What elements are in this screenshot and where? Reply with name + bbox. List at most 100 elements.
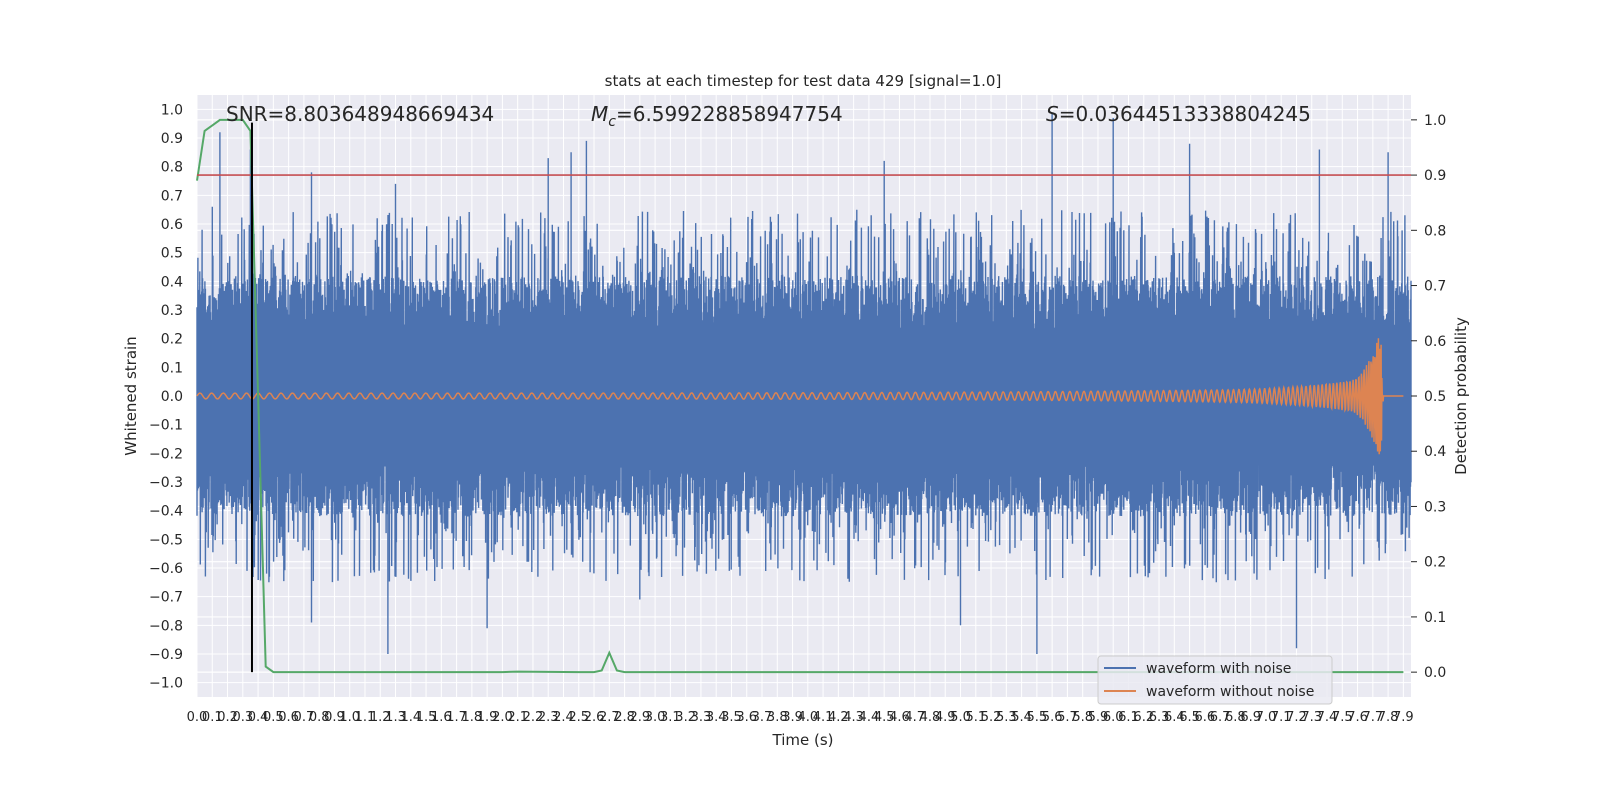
x-tick-label: 0.1 bbox=[202, 710, 223, 725]
x-tick-label: 2.7 bbox=[599, 710, 620, 725]
x-tick-label: 4.8 bbox=[920, 710, 941, 725]
x-tick-label: 0.3 bbox=[232, 710, 253, 725]
y-left-tick-label: 0.6 bbox=[161, 217, 183, 233]
y-right-tick-label: 0.9 bbox=[1424, 168, 1446, 184]
x-tick-label: 0.6 bbox=[278, 710, 299, 725]
y-left-tick-label: 0.4 bbox=[161, 274, 183, 290]
legend-box bbox=[1097, 655, 1333, 705]
x-axis-label: Time (s) bbox=[772, 731, 834, 749]
legend: waveform with noise waveform without noi… bbox=[1097, 655, 1333, 705]
legend-label-clean: waveform without noise bbox=[1146, 684, 1314, 700]
y-left-tick-label: −0.7 bbox=[149, 590, 183, 606]
x-tick-label: 0.2 bbox=[217, 710, 238, 725]
x-tick-label: 3.3 bbox=[691, 710, 712, 725]
y-left-tick-label: −0.1 bbox=[149, 418, 183, 434]
x-tick-label: 1.0 bbox=[339, 710, 360, 725]
y-left-tick-label: −0.8 bbox=[149, 618, 183, 634]
x-tick-label: 7.3 bbox=[1301, 710, 1322, 725]
x-tick-label: 2.9 bbox=[629, 710, 650, 725]
y-right-tick-label: 0.0 bbox=[1424, 665, 1446, 681]
x-tick-label: 7.2 bbox=[1286, 710, 1307, 725]
x-tick-label: 6.9 bbox=[1240, 710, 1261, 725]
x-tick-label: 5.1 bbox=[965, 710, 986, 725]
legend-label-noise: waveform with noise bbox=[1146, 661, 1291, 677]
x-tick-label: 4.4 bbox=[859, 710, 880, 725]
chirp-mass-subscript: c bbox=[608, 114, 616, 130]
y-left-tick-label: 0.8 bbox=[161, 160, 183, 176]
x-tick-label: 3.5 bbox=[721, 710, 742, 725]
x-tick-label: 2.3 bbox=[538, 710, 559, 725]
y-right-axis-label: Detection probability bbox=[1452, 317, 1470, 475]
y-left-tick-label: −0.2 bbox=[149, 446, 183, 462]
y-left-tick-label: −0.9 bbox=[149, 647, 183, 663]
y-left-tick-label: 0.2 bbox=[161, 332, 183, 348]
x-tick-label: 0.5 bbox=[263, 710, 284, 725]
x-tick-label: 7.5 bbox=[1332, 710, 1353, 725]
y-left-tick-label: −0.5 bbox=[149, 532, 183, 548]
x-tick-label: 5.5 bbox=[1027, 710, 1048, 725]
y-left-tick-label: −0.4 bbox=[149, 504, 183, 520]
y-left-axis-ticks: 1.0 0.9 0.8 0.7 0.6 0.5 0.4 0.3 0.2 0.1 0.0 −0.1 −0.… bbox=[149, 102, 183, 691]
x-tick-label: 6.4 bbox=[1164, 710, 1185, 725]
x-tick-label: 0.7 bbox=[294, 710, 315, 725]
chirp-mass-symbol: M bbox=[591, 102, 608, 126]
y-left-tick-label: 0.0 bbox=[161, 389, 183, 405]
x-tick-label: 2.6 bbox=[584, 710, 605, 725]
x-tick-label: 6.6 bbox=[1195, 710, 1216, 725]
x-tick-label: 7.6 bbox=[1347, 710, 1368, 725]
y-right-tick-label: 0.3 bbox=[1424, 499, 1446, 515]
x-tick-label: 7.0 bbox=[1256, 710, 1277, 725]
x-tick-label: 3.1 bbox=[660, 710, 681, 725]
x-tick-label: 6.1 bbox=[1118, 710, 1139, 725]
x-tick-label: 4.7 bbox=[904, 710, 925, 725]
y-left-tick-label: 0.9 bbox=[161, 131, 183, 147]
x-tick-label: 6.3 bbox=[1149, 710, 1170, 725]
series-waveform-without-noise bbox=[196, 338, 1404, 455]
y-right-tick-label: 0.4 bbox=[1424, 444, 1446, 460]
s-symbol: S bbox=[1046, 102, 1059, 126]
x-tick-label: 7.9 bbox=[1393, 710, 1414, 725]
x-tick-label: 6.0 bbox=[1103, 710, 1124, 725]
x-axis-ticks: 0.00.10.20.30.40.50.60.70.80.91.01.11.21… bbox=[187, 710, 1414, 725]
x-tick-label: 1.3 bbox=[385, 710, 406, 725]
x-tick-label: 5.3 bbox=[996, 710, 1017, 725]
y-right-tick-label: 0.7 bbox=[1424, 279, 1446, 295]
reference-lines bbox=[197, 122, 1411, 673]
y-right-tick-label: 0.5 bbox=[1424, 389, 1446, 405]
x-tick-label: 3.7 bbox=[752, 710, 773, 725]
x-tick-label: 1.4 bbox=[400, 710, 421, 725]
x-tick-label: 7.8 bbox=[1378, 710, 1399, 725]
clean-waveform-path bbox=[196, 338, 1404, 455]
x-tick-label: 1.5 bbox=[416, 710, 437, 725]
x-tick-label: 4.3 bbox=[843, 710, 864, 725]
x-tick-label: 0.8 bbox=[309, 710, 330, 725]
snr-annotation: SNR=8.803648948669434 bbox=[226, 102, 494, 126]
chart-title: stats at each timestep for test data 429… bbox=[605, 72, 1002, 90]
y-right-tick-label: 0.8 bbox=[1424, 223, 1446, 239]
x-tick-label: 1.7 bbox=[446, 710, 467, 725]
x-tick-label: 5.0 bbox=[950, 710, 971, 725]
x-tick-label: 2.2 bbox=[523, 710, 544, 725]
y-left-tick-label: 0.1 bbox=[161, 360, 183, 376]
x-tick-label: 7.7 bbox=[1362, 710, 1383, 725]
y-left-tick-label: 1.0 bbox=[161, 102, 183, 118]
x-tick-label: 5.6 bbox=[1042, 710, 1063, 725]
y-left-axis-label: Whitened strain bbox=[122, 336, 140, 455]
x-tick-label: 5.9 bbox=[1088, 710, 1109, 725]
x-tick-label: 2.8 bbox=[614, 710, 635, 725]
x-tick-label: 2.4 bbox=[553, 710, 574, 725]
y-right-tick-label: 1.0 bbox=[1424, 113, 1446, 129]
probability-line bbox=[196, 118, 1404, 674]
x-tick-label: 4.6 bbox=[889, 710, 910, 725]
x-tick-label: 6.8 bbox=[1225, 710, 1246, 725]
y-right-axis-ticks: 1.0 0.9 0.8 0.7 0.6 0.5 0.4 0.3 0.2 0.1 0.0 bbox=[1411, 113, 1446, 681]
x-tick-label: 5.7 bbox=[1057, 710, 1078, 725]
x-tick-label: 6.7 bbox=[1210, 710, 1231, 725]
x-tick-label: 3.0 bbox=[645, 710, 666, 725]
x-tick-label: 4.1 bbox=[813, 710, 834, 725]
y-left-tick-label: 0.7 bbox=[161, 188, 183, 204]
y-right-tick-label: 0.6 bbox=[1424, 334, 1446, 350]
x-tick-label: 7.4 bbox=[1317, 710, 1338, 725]
series-waveform-with-noise bbox=[196, 112, 1412, 654]
